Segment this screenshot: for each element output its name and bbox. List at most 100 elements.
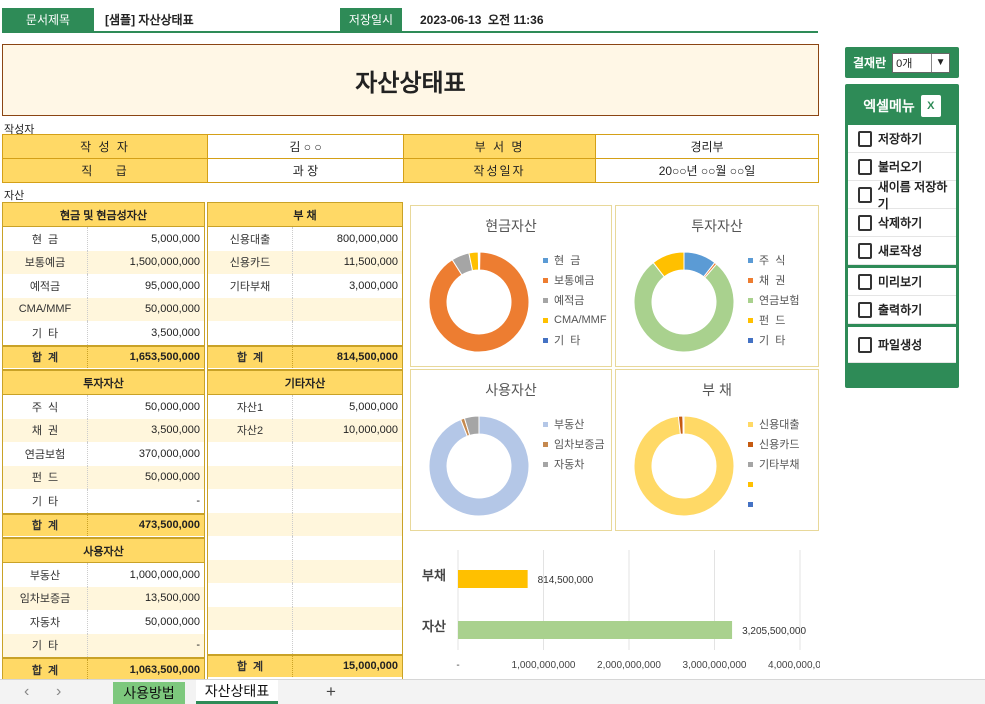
row-label bbox=[208, 536, 293, 560]
row-amount[interactable]: 13,500,000 bbox=[144, 592, 200, 605]
table-row bbox=[208, 536, 402, 560]
cash-group-title: 현금 및 현금성자산 bbox=[3, 203, 204, 227]
tab-asset-status[interactable]: 자산상태표 bbox=[196, 680, 278, 704]
rank-value[interactable]: 과 장 bbox=[207, 158, 404, 183]
buttons-button-0[interactable]: 저장하기 bbox=[848, 125, 956, 153]
donut-slice[interactable] bbox=[633, 415, 735, 517]
sum-label: 합 계 bbox=[208, 346, 293, 368]
tab-next-button[interactable]: › bbox=[56, 683, 62, 700]
donut-chart-use[interactable]: 사용자산 부동산 임차보증금 자동차 bbox=[410, 369, 612, 531]
donut-slice[interactable] bbox=[428, 415, 530, 517]
row-amount[interactable]: 50,000,000 bbox=[144, 615, 200, 628]
row-label: CMA/MMF bbox=[3, 297, 88, 321]
legend-item: CMA/MMF bbox=[543, 310, 607, 330]
tab-prev-button[interactable]: ‹ bbox=[24, 683, 30, 700]
add-sheet-button[interactable]: + bbox=[326, 682, 336, 701]
row-amount[interactable]: 5,000,000 bbox=[349, 400, 398, 413]
debt-sum-row: 합 계 814,500,000 bbox=[208, 344, 402, 368]
legend-label: 펀 드 bbox=[759, 315, 786, 327]
table-row: 자동차 50,000,000 bbox=[3, 610, 204, 634]
row-amount[interactable]: 50,000,000 bbox=[144, 400, 200, 413]
table-row bbox=[208, 465, 402, 489]
row-label bbox=[208, 559, 293, 583]
row-label: 주 식 bbox=[3, 395, 88, 419]
row-amount[interactable]: 3,500,000 bbox=[151, 326, 200, 339]
legend-swatch bbox=[543, 421, 548, 427]
sum-label: 합 계 bbox=[208, 655, 293, 677]
button-label: 삭제하기 bbox=[878, 216, 923, 230]
row-amount[interactable]: 1,500,000,000 bbox=[129, 256, 200, 269]
buttons2-button-1[interactable]: 출력하기 bbox=[848, 296, 956, 324]
table-row bbox=[208, 321, 402, 345]
excel-menu-panel: 엑셀메뉴 X 저장하기 불러오기 새이름 저장하기 삭제하기 새로작성 미리보기 출력하기… bbox=[845, 84, 959, 388]
cash-group: 현금 및 현금성자산 현 금 5,000,000 보통예금 1,500,000,000 예… bbox=[2, 202, 205, 370]
legend-label: CMA/MMF bbox=[554, 314, 607, 326]
row-amount[interactable]: 1,000,000,000 bbox=[129, 568, 200, 581]
buttons-button-2[interactable]: 새이름 저장하기 bbox=[848, 179, 956, 211]
row-label: 임차보증금 bbox=[3, 586, 88, 610]
row-amount[interactable]: 95,000,000 bbox=[144, 279, 200, 292]
legend-item: 연금보험 bbox=[748, 290, 799, 310]
tab-usage[interactable]: 사용방법 bbox=[113, 682, 185, 704]
row-amount[interactable]: 800,000,000 bbox=[336, 232, 398, 245]
donut-chart-debt[interactable]: 부 채 신용대출 신용카드 기타부채 bbox=[615, 369, 819, 531]
donut-svg bbox=[428, 415, 530, 517]
bar-value-label: 3,205,500,000 bbox=[742, 626, 806, 637]
row-amount[interactable]: 10,000,000 bbox=[342, 424, 398, 437]
buttons-button-3[interactable]: 삭제하기 bbox=[848, 209, 956, 237]
doc-title-value[interactable]: [샘플] 자산상태표 bbox=[105, 13, 194, 27]
row-amount[interactable]: 3,500,000 bbox=[151, 424, 200, 437]
row-label: 기 타 bbox=[3, 321, 88, 345]
sum-label: 합 계 bbox=[3, 514, 88, 536]
table-row: 채 권 3,500,000 bbox=[3, 418, 204, 442]
author-key: 작 성 자 bbox=[2, 134, 208, 159]
sum-amount: 473,500,000 bbox=[138, 519, 200, 532]
row-amount[interactable]: 3,000,000 bbox=[349, 279, 398, 292]
table-row: 펀 드 50,000,000 bbox=[3, 465, 204, 489]
buttons3-button-0[interactable]: 파일생성 bbox=[848, 327, 956, 363]
donut-slice[interactable] bbox=[682, 415, 685, 435]
table-row bbox=[208, 442, 402, 466]
donut-chart-cash[interactable]: 현금자산 현 금 보통예금 예적금 CMA/MMF 기 타 bbox=[410, 205, 612, 367]
donut-slice[interactable] bbox=[477, 251, 480, 271]
author-value[interactable]: 김 ○ ○ bbox=[207, 134, 404, 159]
table-row: 신용카드 11,500,000 bbox=[208, 250, 402, 274]
buttons-button-1[interactable]: 불러오기 bbox=[848, 153, 956, 181]
doc-title-label: 문서제목 bbox=[2, 8, 94, 31]
other-sum-row: 합 계 15,000,000 bbox=[208, 653, 402, 677]
legend-item: 현 금 bbox=[543, 250, 607, 270]
legend-swatch bbox=[543, 441, 548, 447]
donut-slice[interactable] bbox=[633, 261, 735, 353]
button-label: 파일생성 bbox=[878, 338, 923, 352]
bar[interactable] bbox=[458, 621, 733, 639]
asset-debt-bar-chart[interactable]: - 1,000,000,000 2,000,000,000 3,000,000,000… bbox=[410, 540, 820, 675]
buttons-button-4[interactable]: 새로작성 bbox=[848, 237, 956, 265]
row-amount[interactable]: - bbox=[196, 639, 200, 652]
approval-select[interactable]: 0개 ▼ bbox=[892, 52, 951, 73]
row-amount[interactable]: - bbox=[196, 494, 200, 507]
donut-slice[interactable] bbox=[428, 251, 530, 353]
bar[interactable] bbox=[458, 570, 528, 588]
button-label: 새이름 저장하기 bbox=[877, 179, 948, 211]
row-label bbox=[208, 489, 293, 513]
dept-value[interactable]: 경리부 bbox=[595, 134, 819, 159]
date-value[interactable]: 20○○년 ○○월 ○○일 bbox=[595, 158, 819, 183]
table-row bbox=[208, 512, 402, 536]
row-amount[interactable]: 50,000,000 bbox=[144, 471, 200, 484]
buttons2-button-0[interactable]: 미리보기 bbox=[848, 268, 956, 296]
row-label: 채 권 bbox=[3, 418, 88, 442]
donut-slice[interactable] bbox=[463, 415, 480, 437]
legend-swatch bbox=[748, 481, 753, 487]
row-amount[interactable]: 370,000,000 bbox=[138, 447, 200, 460]
row-amount[interactable]: 11,500,000 bbox=[343, 256, 398, 269]
row-label: 현 금 bbox=[3, 227, 88, 251]
donut-slice[interactable] bbox=[652, 251, 685, 278]
row-amount[interactable]: 50,000,000 bbox=[144, 303, 200, 316]
button-label: 출력하기 bbox=[878, 303, 923, 317]
row-amount[interactable]: 5,000,000 bbox=[151, 232, 200, 245]
date-key: 작성일자 bbox=[403, 158, 596, 183]
author-section-label: 작성자 bbox=[4, 124, 35, 136]
invest-sum-row: 합 계 473,500,000 bbox=[3, 512, 204, 536]
legend-item: 기 타 bbox=[543, 330, 607, 350]
